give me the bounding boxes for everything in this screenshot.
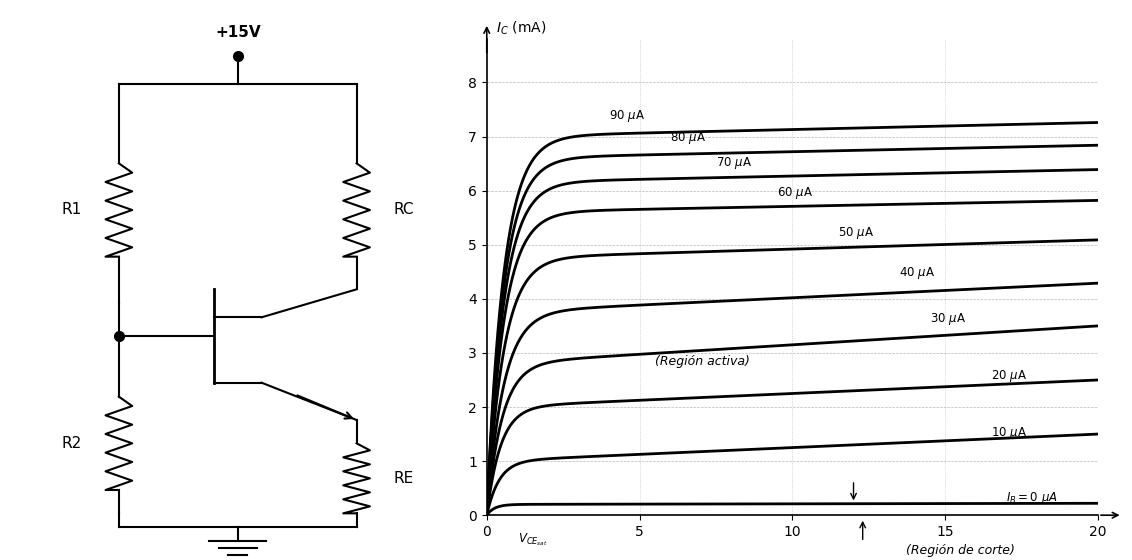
Text: 60 $\mu$A: 60 $\mu$A xyxy=(777,185,813,202)
Text: 10 $\mu$A: 10 $\mu$A xyxy=(992,425,1027,441)
Text: +15V: +15V xyxy=(215,25,260,40)
Text: RE: RE xyxy=(394,471,414,486)
Text: R2: R2 xyxy=(61,436,82,451)
Text: 90 $\mu$A: 90 $\mu$A xyxy=(609,108,645,124)
Text: (Región de corte): (Región de corte) xyxy=(906,544,1015,557)
Text: 40 $\mu$A: 40 $\mu$A xyxy=(899,265,935,281)
Text: $V_{CE_{sat}}$: $V_{CE_{sat}}$ xyxy=(517,531,548,548)
Text: 70 $\mu$A: 70 $\mu$A xyxy=(715,155,752,171)
Text: 30 $\mu$A: 30 $\mu$A xyxy=(931,311,966,328)
Text: 80 $\mu$A: 80 $\mu$A xyxy=(670,130,706,146)
Text: 20 $\mu$A: 20 $\mu$A xyxy=(992,368,1027,384)
Text: $I_C$ (mA): $I_C$ (mA) xyxy=(496,20,547,37)
Text: $I_B = 0\ \mu A$: $I_B = 0\ \mu A$ xyxy=(1006,490,1058,506)
Text: RC: RC xyxy=(394,203,414,217)
Text: 50 $\mu$A: 50 $\mu$A xyxy=(838,225,874,241)
Text: R1: R1 xyxy=(61,203,82,217)
Text: (Región activa): (Región activa) xyxy=(654,354,749,367)
